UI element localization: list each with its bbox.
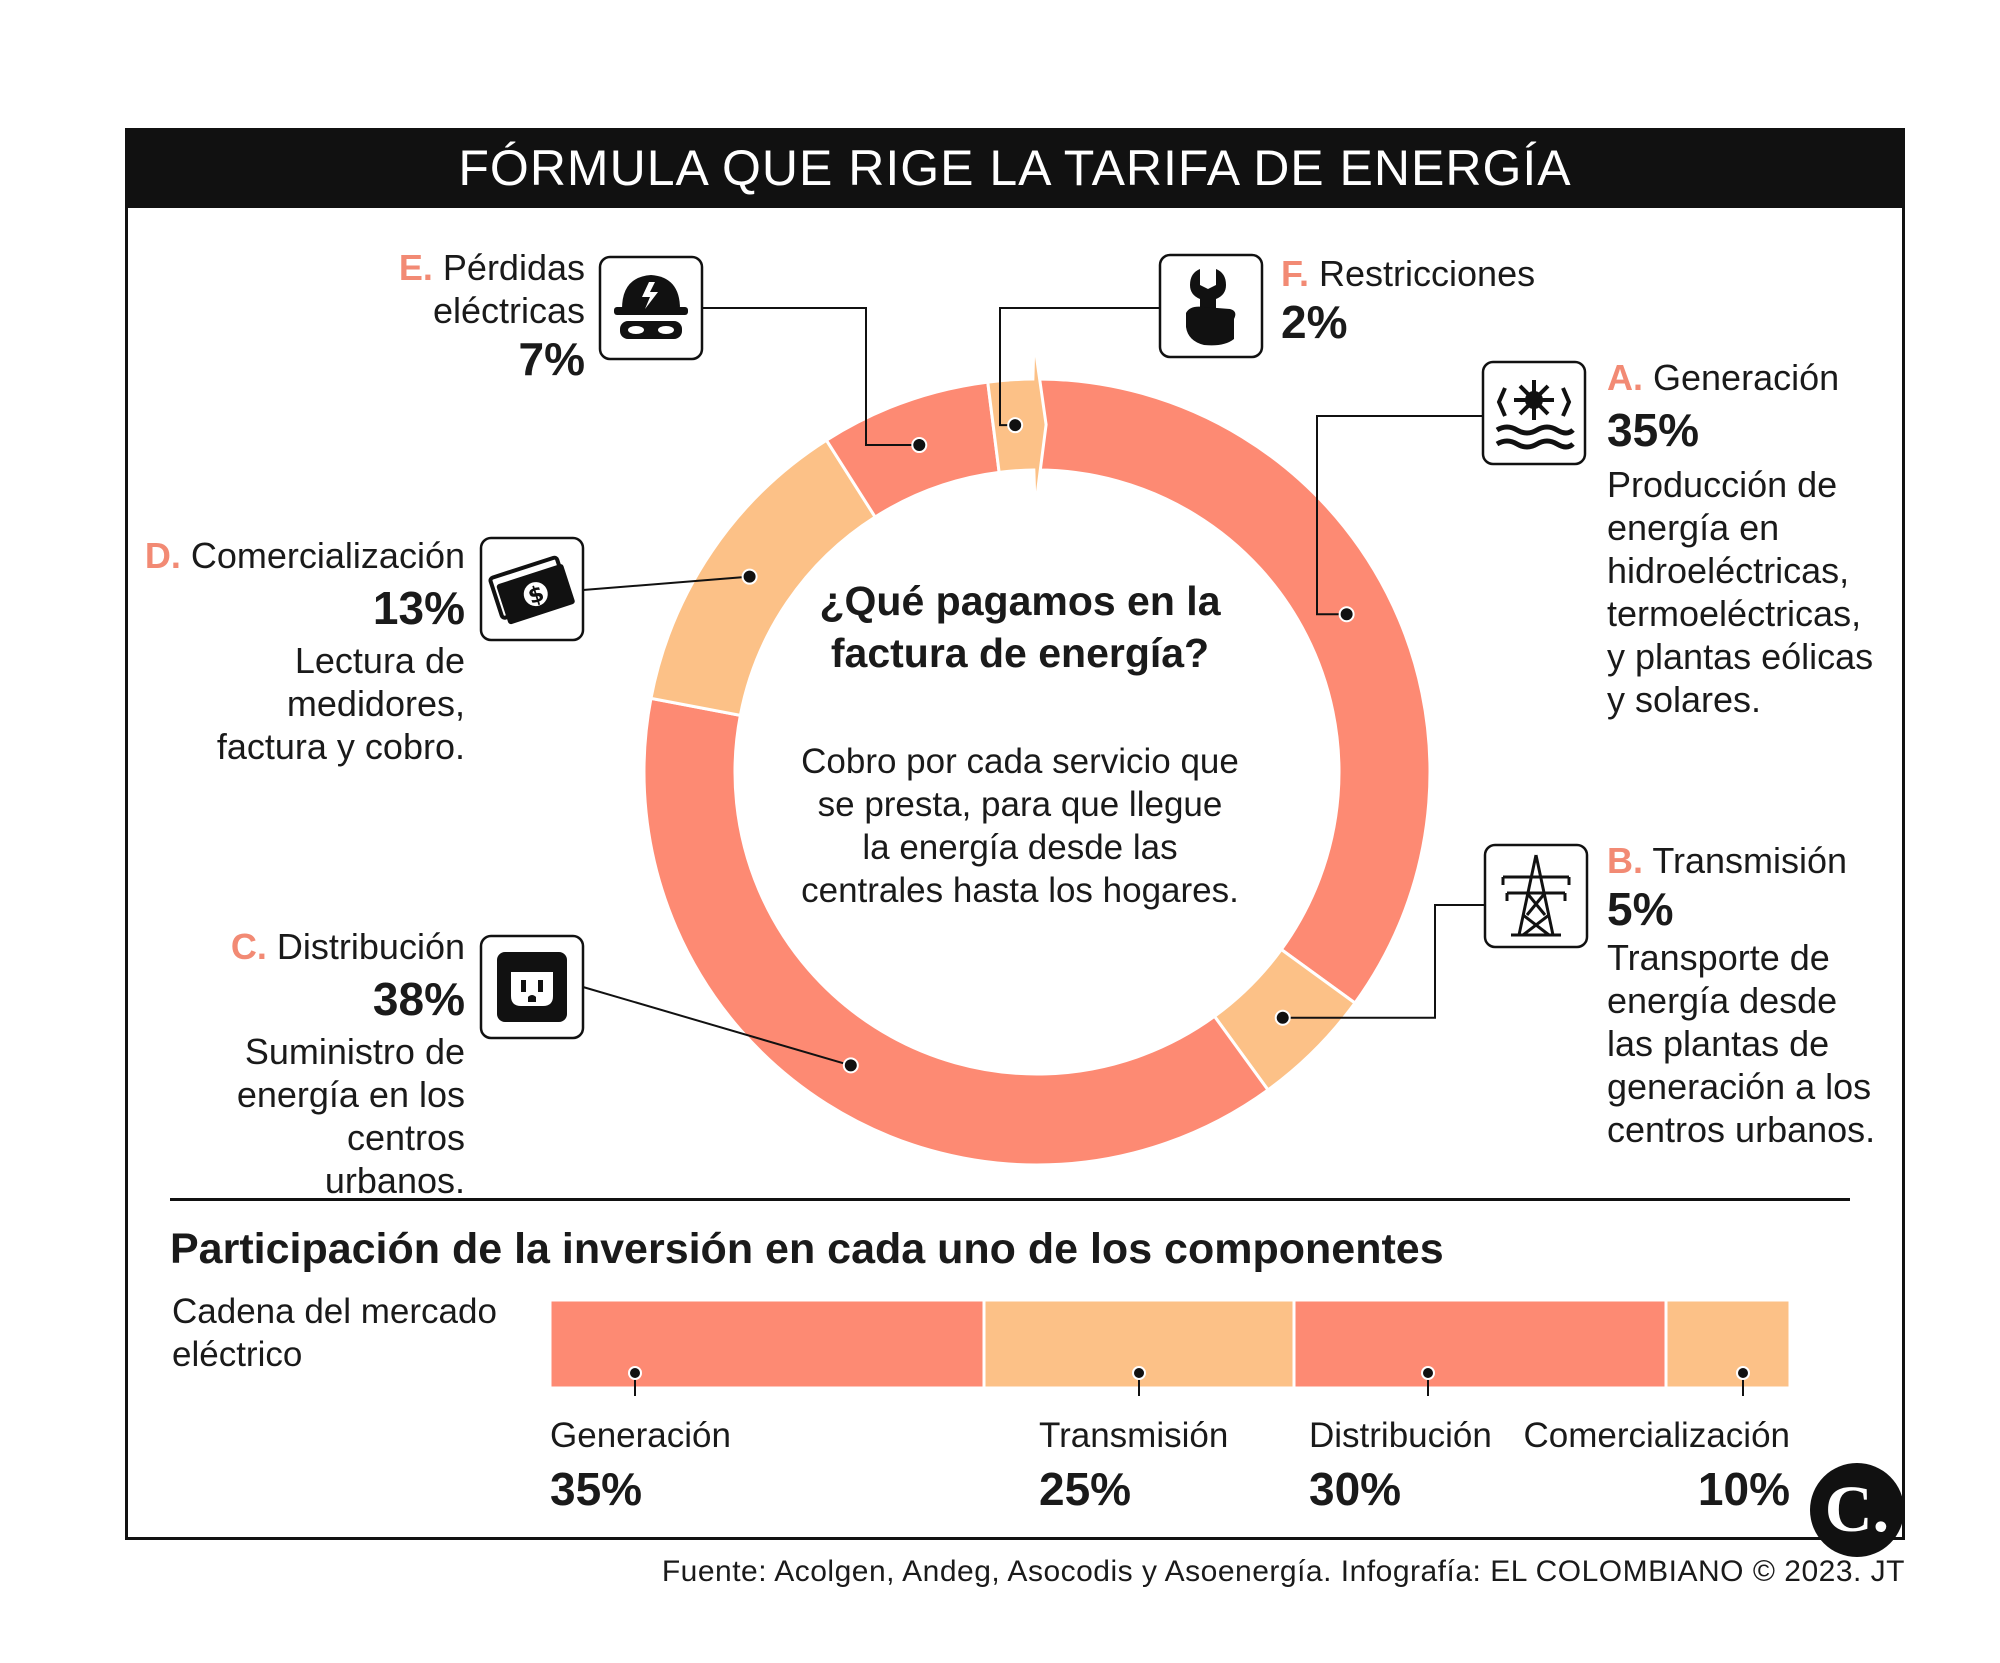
name-e-line1: Pérdidas <box>442 247 585 288</box>
bar-distribucion-percent: 30% <box>1309 1463 1402 1515</box>
dot-a <box>1338 606 1355 623</box>
connector-c <box>582 986 852 1067</box>
thief-icon <box>598 255 704 361</box>
connector-d <box>582 575 750 591</box>
name-d: Comercialización <box>190 535 465 576</box>
dot-c <box>842 1057 859 1074</box>
investment-row-label: Cadena del mercado eléctrico <box>172 1292 497 1374</box>
description-d: Lectura de medidores, factura y cobro. <box>216 640 465 767</box>
bar-comercializacion-dot <box>1736 1366 1750 1380</box>
description-b: Transporte de energía desde las plantas … <box>1607 937 1876 1150</box>
dot-b <box>1274 1009 1291 1026</box>
bar-distribucion-dot <box>1421 1366 1435 1380</box>
label-e: E. Pérdidas eléctricas 7% <box>330 246 585 386</box>
letter-a: A. <box>1607 357 1643 398</box>
bar-distribucion <box>1292 1298 1668 1390</box>
investment-bar-chart <box>548 1298 1792 1396</box>
hydro-plant-icon <box>1481 360 1587 466</box>
section-divider <box>170 1198 1850 1201</box>
description-c: Suministro de energía en los centros urb… <box>236 1031 465 1201</box>
connector-a <box>1316 415 1483 616</box>
dot-e <box>911 437 928 454</box>
label-c: C. Distribución 38% Suministro de energí… <box>160 925 465 1202</box>
donut-chart <box>642 338 1432 1167</box>
bar-distribucion-label: Distribución <box>1309 1416 1492 1455</box>
bar-generacion-label: Generación <box>550 1416 731 1455</box>
connector-b <box>1282 904 1485 1019</box>
el-colombiano-logo: C. <box>1810 1463 1904 1557</box>
bar-comercializacion-label: Comercialización <box>1523 1416 1790 1455</box>
percent-d: 13% <box>372 582 465 634</box>
bar-generacion-percent: 35% <box>550 1463 643 1515</box>
letter-c: C. <box>230 926 267 967</box>
name-c: Distribución <box>276 926 465 967</box>
percent-f: 2% <box>1281 296 1348 348</box>
bar-generacion-dot <box>628 1366 642 1380</box>
percent-b: 5% <box>1607 883 1674 935</box>
percent-e: 7% <box>518 333 585 385</box>
connector-lines <box>582 307 1485 1074</box>
source-note: Fuente: Acolgen, Andeg, Asocodis y Asoen… <box>661 1555 1905 1588</box>
letter-f: F. <box>1281 253 1310 294</box>
wrench-hand-icon <box>1158 253 1264 359</box>
description-a: Producción de energía en hidroeléctricas… <box>1607 464 1874 720</box>
label-a: A. Generación 35% Producción de energía … <box>1607 356 1887 721</box>
name-a: Generación <box>1653 357 1840 398</box>
bar-generacion <box>548 1298 986 1390</box>
dot-f <box>1007 417 1024 434</box>
bar-transmision-label: Transmisión <box>1039 1416 1229 1455</box>
bar-comercializacion <box>1664 1298 1792 1390</box>
letter-b: B. <box>1607 840 1643 881</box>
slice-generacion <box>1035 377 1432 1006</box>
donut-center-description: Cobro por cada servicio que se presta, p… <box>801 742 1239 910</box>
page-title: FÓRMULA QUE RIGE LA TARIFA DE ENERGÍA <box>125 128 1905 208</box>
percent-a: 35% <box>1607 404 1700 456</box>
label-b: B. Transmisión 5% Transporte de energía … <box>1607 839 1887 1151</box>
money-icon: $ <box>479 536 585 642</box>
name-b: Transmisión <box>1652 840 1848 881</box>
slice-distribucion <box>642 696 1271 1167</box>
label-d: D. Comercialización 13% Lectura de medid… <box>120 534 465 768</box>
power-tower-icon <box>1483 843 1589 949</box>
bar-transmision-percent: 25% <box>1039 1463 1132 1515</box>
svg-text:$: $ <box>525 581 547 610</box>
letter-e: E. <box>398 247 433 288</box>
percent-c: 38% <box>372 973 465 1025</box>
bar-comercializacion-percent: 10% <box>1697 1463 1790 1515</box>
bar-transmision-dot <box>1132 1366 1146 1380</box>
name-e-line2: eléctricas <box>432 290 585 331</box>
infographic-frame <box>125 128 1905 1540</box>
outlet-icon <box>479 934 585 1040</box>
donut-center-question: ¿Qué pagamos en la factura de energía? <box>819 578 1221 676</box>
investment-title: Participación de la inversión en cada un… <box>170 1225 1444 1273</box>
label-f: F. Restricciones 2% <box>1281 252 1581 349</box>
dot-d <box>741 568 758 585</box>
name-f: Restricciones <box>1319 253 1536 294</box>
connector-e <box>702 307 920 447</box>
letter-d: D. <box>144 535 181 576</box>
